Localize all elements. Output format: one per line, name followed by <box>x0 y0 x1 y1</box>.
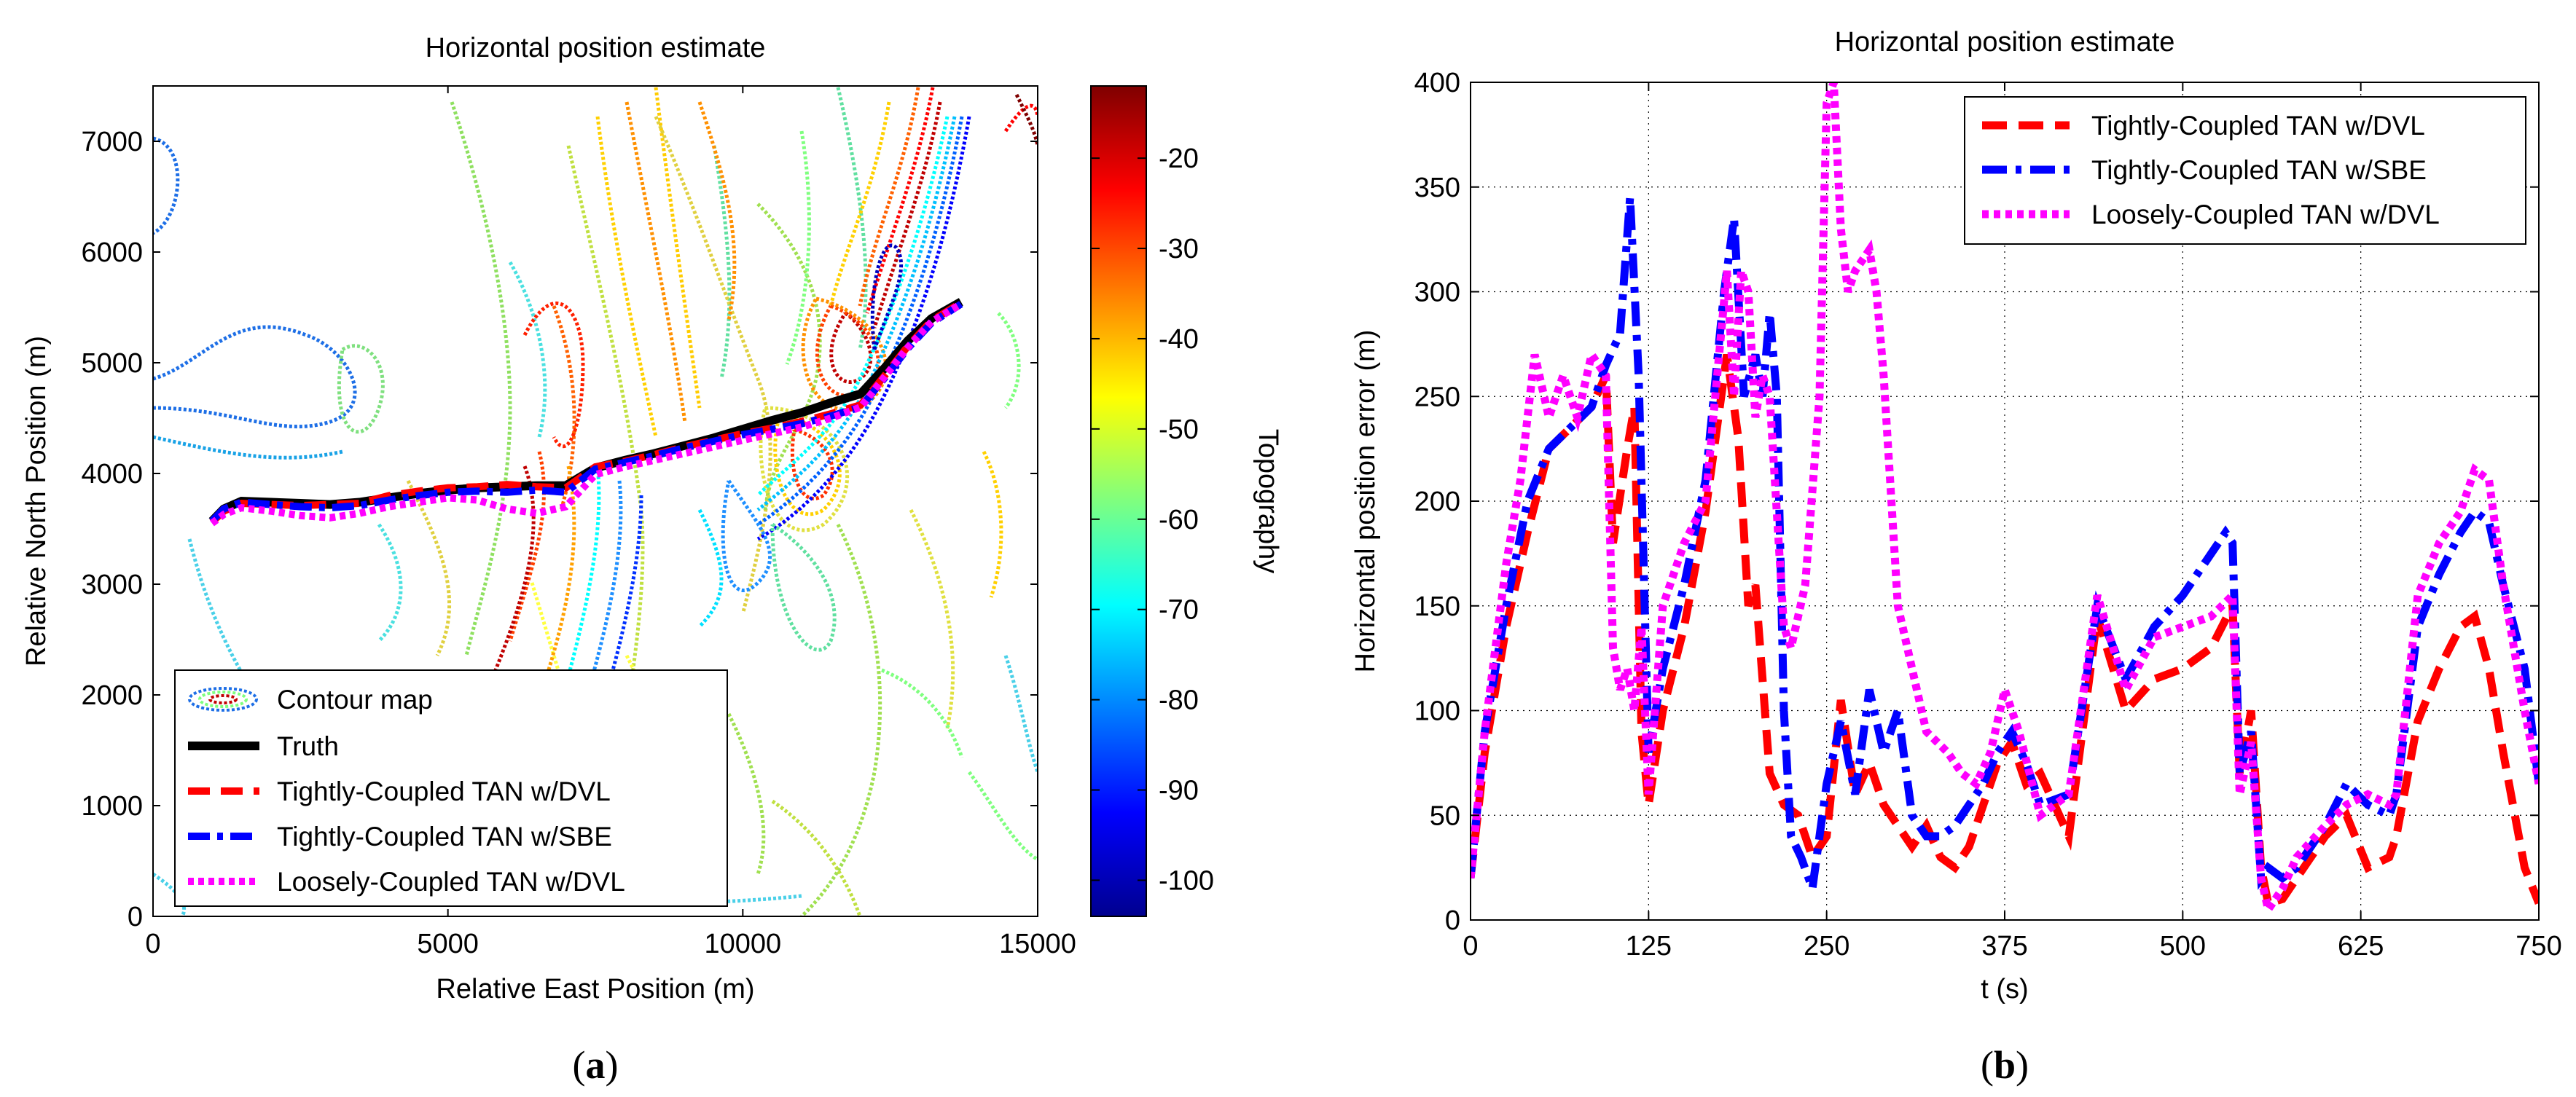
chart-b-xtick-label: 125 <box>1626 931 1672 962</box>
tightly-sbe-line-a <box>209 301 963 524</box>
chart-a-ylabel: Relative North Position (m) <box>21 336 52 667</box>
legend-a-contour-label: Contour map <box>277 685 433 715</box>
legend-a-sbe-label: Tightly-Coupled TAN w/SBE <box>277 822 612 852</box>
tightly-sbe-line-b <box>1471 197 2539 890</box>
chart-b-ytick-label: 300 <box>1414 278 1460 308</box>
chart-a-ticks: 0 5000 10000 15000 0 1000 2000 3000 4000 5000 6000… <box>81 86 1076 959</box>
colorbar-tick-label: -30 <box>1159 234 1199 264</box>
chart-b-ytick-label: 250 <box>1414 382 1460 412</box>
legend-a-truth-label: Truth <box>277 731 339 761</box>
panel-label-a: (a) <box>573 1043 619 1087</box>
chart-a-xtick-label: 15000 <box>999 929 1076 959</box>
chart-b-xtick-label: 500 <box>2160 931 2206 962</box>
chart-b-ytick-label: 400 <box>1414 68 1460 98</box>
chart-a-ytick-label: 1000 <box>81 791 143 822</box>
chart-b-ytick-label: 100 <box>1414 696 1460 727</box>
chart-b-ticks: 0 125 250 375 500 625 750 0 50 100 150 200 250 300 350… <box>1414 68 2562 962</box>
loosely-dvl-line-a <box>209 301 963 527</box>
chart-a-xtick-label: 0 <box>145 929 160 959</box>
trajectory-lines <box>208 298 963 527</box>
legend-a-box <box>174 669 728 907</box>
error-lines <box>1471 82 2539 920</box>
chart-a-ytick-label: 4000 <box>81 459 143 489</box>
legend-b-loose-label: Loosely-Coupled TAN w/DVL <box>2091 200 2440 229</box>
panel-b: Horizontal position estimate 0 125 250 375 5… <box>1350 27 2562 1087</box>
chart-a-xtick-label: 5000 <box>417 929 479 959</box>
chart-a-ytick-label: 0 <box>128 902 143 932</box>
chart-b-title: Horizontal position estimate <box>1835 27 2175 58</box>
chart-b-xtick-label: 750 <box>2516 931 2561 962</box>
colorbar-tick-label: -50 <box>1159 414 1199 445</box>
colorbar-gradient <box>1090 85 1147 917</box>
colorbar-tick-label: -40 <box>1159 324 1199 355</box>
legend-a-contour-swatch <box>188 687 258 712</box>
colorbar-tick-label: -70 <box>1159 595 1199 626</box>
chart-b-legend: Tightly-Coupled TAN w/DVL Tightly-Couple… <box>1964 96 2526 245</box>
chart-b-xtick-label: 250 <box>1804 931 1849 962</box>
chart-a-xlabel: Relative East Position (m) <box>436 974 754 1004</box>
loosely-dvl-line-b <box>1471 82 2539 920</box>
colorbar-ticks: -20 -30 -40 -50 -60 -70 -80 -90 -100 <box>1091 143 1214 896</box>
chart-b-xtick-label: 625 <box>2338 931 2384 962</box>
colorbar: -20 -30 -40 -50 -60 -70 -80 -90 -100 Topography <box>1090 85 1283 917</box>
chart-b-xlabel: t (s) <box>1981 974 2028 1004</box>
chart-b-xtick-label: 0 <box>1463 931 1478 962</box>
colorbar-tick-label: -90 <box>1159 776 1199 806</box>
chart-a-ytick-label: 7000 <box>81 127 143 157</box>
chart-a-ytick-label: 3000 <box>81 570 143 600</box>
chart-a-plot-area <box>152 85 1038 917</box>
colorbar-label: Topography <box>1253 429 1283 574</box>
colorbar-tick-label: -60 <box>1159 505 1199 535</box>
legend-b-sbe-label: Tightly-Coupled TAN w/SBE <box>2091 155 2427 185</box>
chart-b-ytick-label: 0 <box>1445 905 1460 936</box>
chart-a-ytick-label: 6000 <box>81 237 143 268</box>
colorbar-tick-label: -20 <box>1159 143 1199 174</box>
legend-b-dvl-label: Tightly-Coupled TAN w/DVL <box>2091 111 2425 141</box>
panel-label-b: (b) <box>1981 1043 2029 1087</box>
chart-a-ytick-label: 2000 <box>81 680 143 711</box>
legend-a-loose-label: Loosely-Coupled TAN w/DVL <box>277 867 625 897</box>
chart-b-ytick-label: 350 <box>1414 173 1460 203</box>
panel-a: Horizontal position estimate <box>21 33 1283 1087</box>
chart-a-title: Horizontal position estimate <box>426 33 766 63</box>
chart-b-xtick-label: 375 <box>1981 931 2027 962</box>
chart-b-ytick-label: 50 <box>1430 801 1460 831</box>
colorbar-tick-label: -100 <box>1159 865 1214 896</box>
chart-b-ytick-label: 200 <box>1414 487 1460 517</box>
chart-b-ylabel: Horizontal position error (m) <box>1350 330 1381 673</box>
legend-a-dvl-label: Tightly-Coupled TAN w/DVL <box>277 776 611 806</box>
colorbar-tick-label: -80 <box>1159 685 1199 716</box>
chart-a-ytick-label: 5000 <box>81 348 143 379</box>
chart-a-legend: Contour map Truth Tightly-Coupled TAN w/… <box>174 669 728 907</box>
chart-a-xtick-label: 10000 <box>704 929 781 959</box>
chart-b-ytick-label: 150 <box>1414 591 1460 622</box>
